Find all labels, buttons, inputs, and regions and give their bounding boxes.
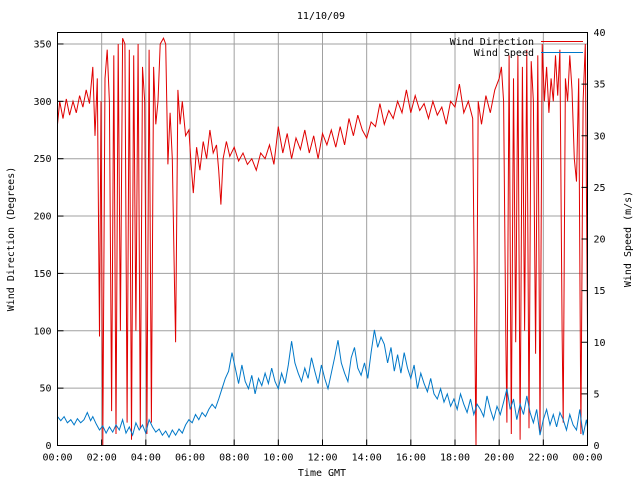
right-tick-label: 5 <box>594 389 600 400</box>
right-tick-label: 10 <box>594 338 606 349</box>
y-axis-label-left: Wind Direction (Degrees) <box>6 167 17 312</box>
left-tick-label: 0 <box>45 441 51 452</box>
left-tick-label: 200 <box>33 212 51 223</box>
right-tick-label: 15 <box>594 286 606 297</box>
x-tick-label: 00:00 <box>42 453 72 464</box>
chart-title: 11/10/09 <box>297 11 345 22</box>
y-axis-label-right: Wind Speed (m/s) <box>623 191 634 287</box>
left-tick-label: 350 <box>33 39 51 50</box>
right-tick-label: 0 <box>594 441 600 452</box>
x-tick-label: 04:00 <box>131 453 161 464</box>
left-tick-label: 50 <box>39 384 51 395</box>
left-tick-label: 100 <box>33 326 51 337</box>
legend-label: Wind Direction <box>450 37 534 48</box>
right-tick-label: 40 <box>594 28 606 39</box>
x-tick-label: 08:00 <box>219 453 249 464</box>
x-tick-label: 22:00 <box>528 453 558 464</box>
right-tick-label: 30 <box>594 131 606 142</box>
series-wind-speed <box>57 329 588 439</box>
legend-label: Wind Speed <box>474 48 534 59</box>
x-tick-label: 18:00 <box>440 453 470 464</box>
left-axis: 0 50 100 150 200 250 300 350 <box>33 39 64 452</box>
x-tick-label: 14:00 <box>352 453 382 464</box>
x-tick-label: 06:00 <box>175 453 205 464</box>
left-tick-label: 250 <box>33 154 51 165</box>
grid <box>57 32 588 446</box>
x-axis: 00:00 02:00 04:00 06:00 08:00 10:00 12:00 14:00… <box>42 439 603 464</box>
x-tick-label: 00:00 <box>572 453 602 464</box>
left-tick-label: 300 <box>33 97 51 108</box>
x-tick-label: 10:00 <box>263 453 293 464</box>
right-tick-label: 25 <box>594 183 606 194</box>
x-tick-label: 02:00 <box>87 453 117 464</box>
series-layer <box>57 37 588 446</box>
x-tick-label: 20:00 <box>484 453 514 464</box>
x-tick-label: 16:00 <box>396 453 426 464</box>
x-tick-label: 12:00 <box>307 453 337 464</box>
left-tick-label: 150 <box>33 269 51 280</box>
right-axis: 0 5 10 15 20 25 30 35 40 <box>581 28 606 452</box>
series-wind-direction <box>57 37 588 446</box>
right-tick-label: 20 <box>594 235 606 246</box>
right-tick-label: 35 <box>594 80 606 91</box>
x-axis-label: Time GMT <box>298 468 346 479</box>
